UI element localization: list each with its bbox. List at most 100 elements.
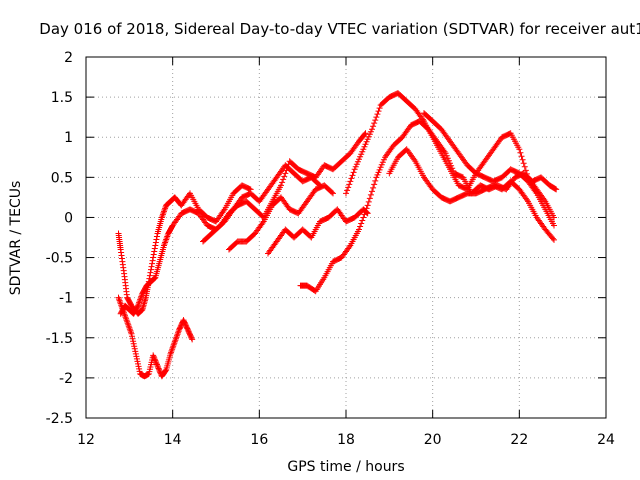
series-track-1: [115, 182, 254, 317]
x-tick-label: 22: [510, 432, 528, 448]
data-point: [378, 161, 385, 168]
series-track-10: [421, 110, 557, 229]
data-point: [360, 214, 367, 221]
data-point: [360, 146, 367, 153]
data-point: [374, 171, 381, 178]
data-point: [156, 366, 163, 373]
data-point: [369, 188, 375, 195]
data-point: [517, 149, 524, 156]
data-point: [349, 172, 356, 179]
data-point: [519, 156, 526, 163]
data-point: [151, 248, 158, 255]
data-point: [152, 242, 159, 249]
data-point: [136, 368, 143, 375]
data-point: [444, 155, 451, 162]
data-point: [365, 198, 372, 205]
data-point: [366, 195, 373, 202]
series-track-9: [386, 146, 557, 243]
data-point: [151, 356, 158, 363]
data-point: [516, 146, 523, 153]
data-point: [357, 153, 364, 160]
tick-layer: 12 14 16 18 20 22 24 2 1.5 1 0.5 0 -0.5 -1 -1.5 -2 -2.5: [46, 50, 615, 448]
data-point: [369, 126, 375, 133]
data-point: [284, 164, 291, 171]
data-point: [357, 223, 364, 230]
data-point: [366, 131, 373, 138]
series-track-4: [200, 130, 369, 245]
series-track-7: [297, 118, 560, 295]
data-point: [364, 202, 371, 209]
data-point: [148, 263, 155, 270]
data-point: [361, 131, 368, 138]
data-point: [280, 176, 287, 183]
data-point: [346, 181, 353, 188]
data-point: [358, 220, 365, 227]
data-point: [279, 179, 286, 186]
data-point: [372, 117, 379, 124]
y-tick-label: 0.5: [51, 170, 73, 186]
data-point: [362, 141, 369, 148]
y-tick-label: 2: [64, 50, 73, 66]
data-point: [370, 123, 377, 130]
y-tick-label: -2: [59, 371, 73, 387]
data-point: [150, 251, 157, 258]
data-point: [518, 153, 525, 160]
data-point: [379, 159, 386, 166]
data-point: [361, 211, 368, 218]
data-point: [345, 184, 352, 191]
data-point: [149, 260, 156, 267]
data-point: [362, 208, 369, 215]
data-point: [359, 148, 366, 155]
data-point: [131, 345, 138, 352]
data-point: [551, 222, 557, 229]
y-axis-label: SDTVAR / TECUs: [8, 181, 24, 296]
data-point: [151, 275, 158, 282]
data-point: [150, 352, 157, 359]
data-point: [551, 236, 557, 243]
data-point: [522, 167, 529, 174]
data-point: [354, 158, 361, 165]
series-track-8: [343, 90, 557, 221]
data-point: [443, 152, 450, 159]
data-point: [371, 181, 378, 188]
x-tick-label: 12: [77, 432, 95, 448]
data-point: [330, 190, 336, 197]
data-point: [358, 151, 365, 158]
data-point: [362, 130, 369, 137]
data-point: [151, 355, 158, 362]
data-point: [375, 169, 382, 176]
data-point: [347, 178, 354, 185]
data-point: [374, 111, 381, 118]
data-point: [130, 338, 137, 345]
data-point: [375, 108, 382, 115]
data-point: [154, 362, 161, 369]
data-point: [134, 358, 141, 365]
series-track-6: [265, 206, 371, 257]
data-point: [136, 365, 143, 372]
data-point: [364, 136, 371, 143]
data-point: [373, 114, 380, 121]
data-point: [150, 353, 157, 360]
data-point: [135, 360, 141, 367]
data-point: [135, 363, 142, 370]
data-point: [344, 187, 351, 194]
data-point: [246, 185, 253, 192]
data-point: [348, 175, 355, 182]
x-tick-label: 18: [337, 432, 355, 448]
data-point: [281, 173, 288, 180]
data-point: [152, 239, 159, 246]
data-layer: [115, 90, 560, 380]
y-tick-label: -1: [59, 291, 73, 307]
data-point: [552, 185, 559, 192]
data-point: [148, 266, 154, 273]
data-point: [132, 348, 139, 355]
data-point: [132, 350, 139, 357]
data-point: [359, 217, 366, 224]
data-point: [153, 233, 160, 240]
data-point: [376, 166, 383, 173]
data-point: [376, 105, 383, 112]
chart-title: Day 016 of 2018, Sidereal Day-to-day VTE…: [39, 20, 640, 38]
grid-layer: [86, 57, 606, 418]
